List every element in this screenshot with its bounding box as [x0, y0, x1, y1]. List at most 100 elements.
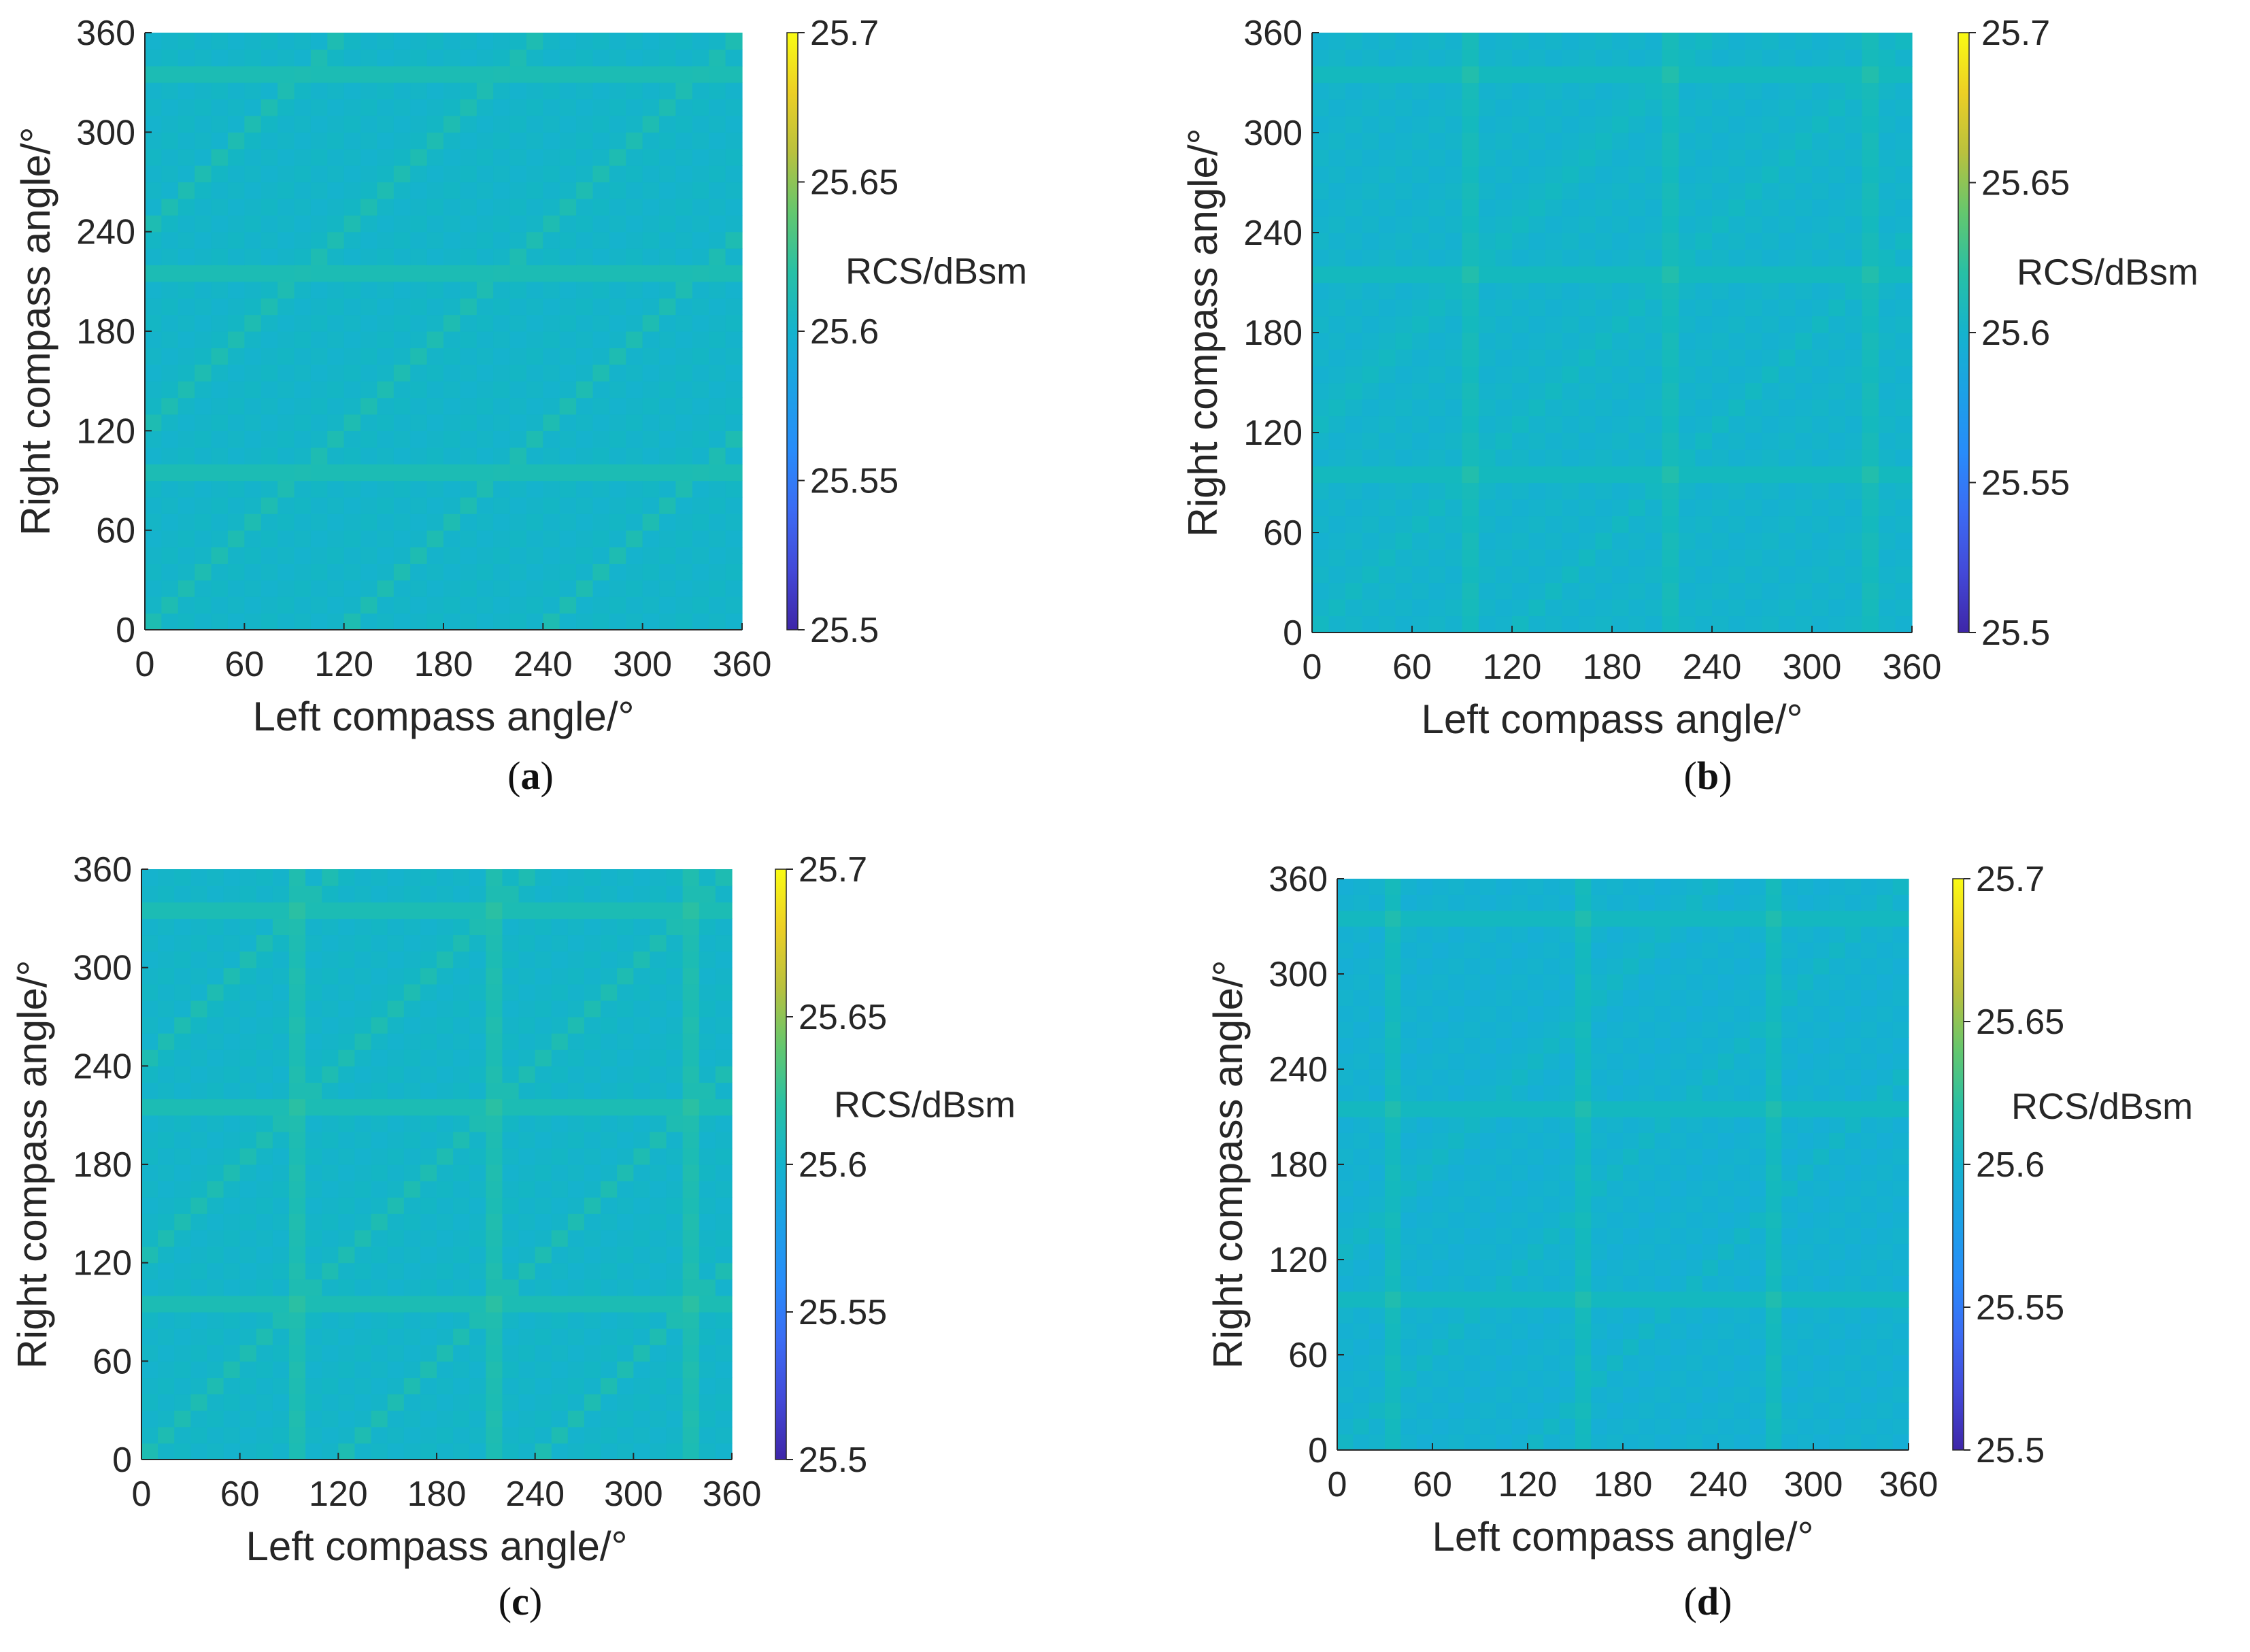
heatmap-cell	[518, 1033, 536, 1050]
heatmap-cell	[1480, 926, 1496, 943]
heatmap-cell	[1562, 416, 1579, 433]
heatmap-cell	[633, 1410, 651, 1428]
heatmap-cell	[1528, 1148, 1544, 1165]
heatmap-cell	[1639, 1338, 1656, 1355]
heatmap-cell	[1432, 910, 1449, 927]
heatmap-cell	[289, 967, 306, 985]
heatmap-cell	[609, 331, 626, 348]
heatmap-cell	[453, 1328, 470, 1345]
heatmap-cell	[227, 65, 245, 83]
heatmap-cell	[354, 918, 372, 936]
heatmap-cell	[1812, 166, 1830, 184]
heatmap-cell	[551, 1115, 569, 1132]
y-tick-label: 300	[1243, 114, 1303, 153]
heatmap-cell	[692, 265, 709, 282]
heatmap-cell	[1312, 299, 1330, 317]
heatmap-cell	[1337, 1037, 1354, 1054]
heatmap-cell	[239, 1426, 257, 1444]
heatmap-cell	[692, 248, 709, 266]
heatmap-cell	[161, 447, 179, 465]
heatmap-cell	[272, 918, 290, 936]
heatmap-cell	[1718, 1100, 1734, 1117]
heatmap-cell	[476, 513, 494, 531]
heatmap-cell	[1612, 166, 1630, 184]
heatmap-cell	[1718, 1243, 1734, 1260]
heatmap-cell	[443, 513, 460, 531]
heatmap-cell	[1623, 1418, 1639, 1435]
heatmap-cell	[1462, 499, 1479, 517]
heatmap-cell	[1562, 366, 1579, 384]
heatmap-cell	[1512, 216, 1530, 233]
heatmap-cell	[709, 596, 726, 614]
colorbar-tick-label: 25.55	[799, 1293, 887, 1332]
heatmap-cell	[244, 613, 262, 630]
heatmap-cell	[1595, 299, 1613, 317]
heatmap-cell	[453, 918, 470, 936]
heatmap-cell	[1545, 399, 1563, 417]
heatmap-cell	[1812, 282, 1830, 300]
heatmap-cell	[1412, 82, 1430, 100]
heatmap-cell	[715, 1164, 733, 1181]
heatmap-cells	[1312, 33, 1913, 633]
heatmap-cell	[1712, 216, 1730, 233]
heatmap-cell	[1496, 879, 1513, 895]
heatmap-cell	[1762, 149, 1779, 167]
heatmap-cell	[609, 165, 626, 183]
heatmap-cell	[1543, 958, 1560, 975]
heatmap-cell	[1369, 1386, 1386, 1403]
heatmap-cell	[1312, 366, 1330, 384]
heatmap-cell	[1702, 1053, 1719, 1070]
heatmap-cell	[1559, 1164, 1576, 1181]
heatmap-cell	[1362, 299, 1379, 317]
heatmap-cell	[453, 983, 470, 1001]
heatmap-cell	[502, 1394, 520, 1411]
heatmap-cell	[393, 165, 411, 183]
heatmap-cell	[1575, 1005, 1592, 1022]
heatmap-cell	[1559, 1307, 1576, 1324]
heatmap-cell	[453, 1312, 470, 1329]
heatmap-cell	[1400, 926, 1417, 943]
heatmap-cell	[420, 1033, 437, 1050]
heatmap-cell	[343, 49, 361, 67]
heatmap-cell	[1728, 316, 1746, 333]
heatmap-cell	[443, 596, 460, 614]
heatmap-cell	[699, 951, 716, 968]
heatmap-cell	[1623, 1069, 1639, 1085]
heatmap-cell	[1575, 879, 1592, 895]
heatmap-cell	[559, 496, 577, 514]
heatmap-cell	[1445, 349, 1463, 367]
heatmap-cell	[509, 480, 527, 498]
heatmap-cell	[322, 1181, 339, 1198]
heatmap-cell	[1369, 1291, 1386, 1308]
heatmap-cell	[174, 1246, 191, 1264]
heatmap-cell	[1745, 316, 1763, 333]
heatmap-cell	[1879, 566, 1896, 584]
heatmap-cell	[1745, 582, 1763, 600]
heatmap-cell	[1612, 249, 1630, 267]
heatmap-cell	[403, 1377, 421, 1395]
heatmap-cell	[174, 1098, 191, 1116]
heatmap-cell	[584, 1017, 601, 1034]
heatmap-cell	[437, 934, 454, 952]
heatmap-cell	[1395, 516, 1413, 533]
heatmap-cell	[227, 231, 245, 249]
heatmap-cell	[526, 281, 543, 299]
heatmap-cell	[1762, 99, 1779, 117]
heatmap-cell	[227, 33, 245, 50]
y-tick-label: 120	[73, 1244, 132, 1283]
heatmap-cell	[1895, 149, 1913, 167]
heatmap-cell	[1623, 1307, 1639, 1324]
heatmap-cell	[1662, 449, 1679, 467]
heatmap-cell	[1369, 1260, 1386, 1276]
heatmap-cell	[207, 1181, 224, 1198]
heatmap-cell	[666, 1181, 684, 1198]
heatmap-cell	[377, 331, 394, 348]
heatmap-cell	[1412, 333, 1430, 350]
heatmap-cell	[1428, 516, 1446, 533]
heatmap-cell	[486, 1230, 503, 1247]
heatmap-cell	[584, 886, 601, 903]
heatmap-cell	[576, 431, 594, 448]
heatmap-cell	[195, 49, 212, 67]
heatmap-cell	[642, 298, 660, 316]
heatmap-cell	[1712, 249, 1730, 267]
